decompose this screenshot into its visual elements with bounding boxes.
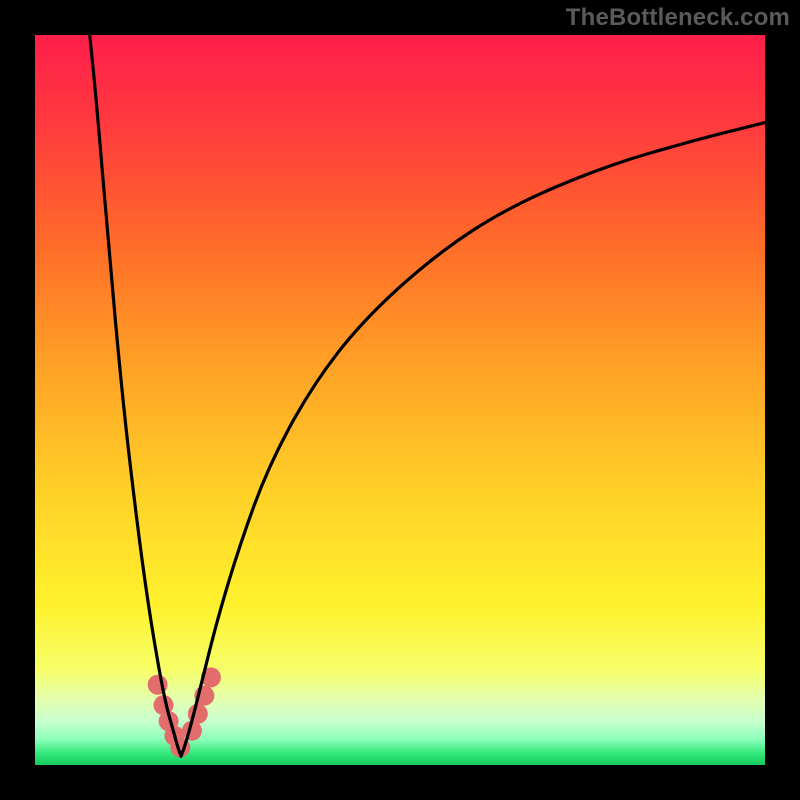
watermark-text: TheBottleneck.com xyxy=(566,4,790,32)
bottleneck-curve xyxy=(90,35,765,756)
figure-container: { "figure": { "width_px": 800, "height_p… xyxy=(0,0,800,800)
bottleneck-curve-layer xyxy=(35,35,765,765)
plot-area xyxy=(35,35,765,765)
